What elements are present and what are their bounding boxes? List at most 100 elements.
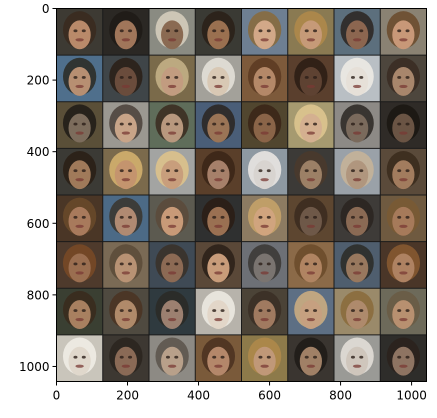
image-tile	[56, 288, 103, 335]
face-blob	[207, 346, 230, 376]
eye-mark	[405, 215, 410, 219]
eye-mark	[81, 122, 86, 126]
image-tile	[334, 195, 381, 242]
image-tile	[56, 195, 103, 242]
mouth-mark	[352, 131, 362, 135]
mouth-mark	[260, 364, 269, 368]
image-tile	[149, 334, 196, 382]
eye-mark	[258, 29, 263, 33]
face-blob	[207, 20, 230, 50]
mouth-mark	[75, 317, 84, 322]
eye-mark	[304, 262, 309, 266]
image-tile	[56, 148, 103, 195]
eye-mark	[212, 262, 217, 266]
face-blob	[253, 20, 276, 50]
face-blob	[253, 160, 276, 190]
face-blob	[392, 20, 415, 50]
face-blob	[114, 300, 137, 330]
eye-mark	[212, 309, 217, 312]
mouth-mark	[352, 224, 362, 228]
eye-mark	[397, 309, 402, 312]
eye-mark	[405, 309, 410, 312]
eye-mark	[128, 76, 133, 79]
axes-frame	[56, 8, 427, 382]
face-blob	[114, 66, 137, 96]
eye-mark	[266, 215, 271, 219]
eye-mark	[73, 29, 78, 33]
image-tile	[102, 55, 149, 102]
image-tile	[195, 241, 242, 289]
eye-mark	[81, 215, 86, 219]
image-tile	[241, 8, 288, 56]
face-blob	[207, 113, 230, 143]
mouth-mark	[352, 271, 362, 275]
eye-mark	[359, 29, 364, 33]
face-blob	[68, 20, 91, 50]
face-blob	[299, 253, 322, 283]
x-tick-label: 600	[258, 389, 281, 403]
eye-mark	[266, 262, 271, 266]
mouth-mark	[167, 364, 177, 368]
image-tile	[380, 334, 427, 382]
face-blob	[161, 206, 184, 236]
eye-mark	[405, 29, 410, 33]
image-tile	[287, 288, 334, 335]
eye-mark	[397, 29, 402, 33]
eye-mark	[73, 76, 78, 79]
eye-mark	[350, 122, 355, 126]
face-blob	[346, 20, 369, 50]
eye-mark	[119, 29, 124, 33]
mouth-mark	[75, 224, 84, 228]
face-blob	[114, 20, 137, 50]
face-blob	[392, 300, 415, 330]
face-blob	[346, 113, 369, 143]
image-tile	[102, 101, 149, 149]
eye-mark	[73, 122, 78, 126]
eye-mark	[350, 355, 355, 359]
eye-mark	[119, 355, 124, 359]
face-blob	[253, 206, 276, 236]
mouth-mark	[260, 84, 269, 89]
mouth-mark	[75, 364, 84, 368]
eye-mark	[304, 309, 309, 312]
eye-mark	[212, 76, 217, 79]
face-blob	[68, 346, 91, 376]
image-tile-grid	[56, 8, 427, 382]
mouth-mark	[260, 317, 269, 322]
eye-mark	[165, 309, 170, 312]
mouth-mark	[306, 131, 316, 135]
face-blob	[253, 253, 276, 283]
eye-mark	[266, 169, 271, 173]
mouth-mark	[167, 317, 177, 322]
y-tick-label: 400	[27, 145, 50, 159]
eye-mark	[220, 76, 225, 79]
image-tile	[287, 8, 334, 56]
mouth-mark	[399, 224, 408, 228]
mouth-mark	[306, 178, 316, 182]
x-tick-label: 1000	[396, 389, 427, 403]
y-tick-label: 200	[27, 74, 50, 88]
eye-mark	[73, 309, 78, 312]
image-tile	[380, 8, 427, 56]
eye-mark	[81, 29, 86, 33]
image-tile	[195, 101, 242, 149]
mouth-mark	[260, 178, 269, 182]
face-blob	[207, 66, 230, 96]
eye-mark	[174, 355, 179, 359]
image-tile	[334, 101, 381, 149]
image-tile	[287, 148, 334, 195]
eye-mark	[350, 215, 355, 219]
face-blob	[299, 66, 322, 96]
image-tile	[380, 241, 427, 289]
eye-mark	[165, 122, 170, 126]
mouth-mark	[75, 38, 84, 42]
eye-mark	[313, 76, 318, 79]
eye-mark	[304, 215, 309, 219]
eye-mark	[165, 169, 170, 173]
face-blob	[161, 113, 184, 143]
eye-mark	[313, 355, 318, 359]
face-blob	[114, 160, 137, 190]
eye-mark	[258, 309, 263, 312]
mouth-mark	[214, 224, 223, 228]
eye-mark	[119, 169, 124, 173]
